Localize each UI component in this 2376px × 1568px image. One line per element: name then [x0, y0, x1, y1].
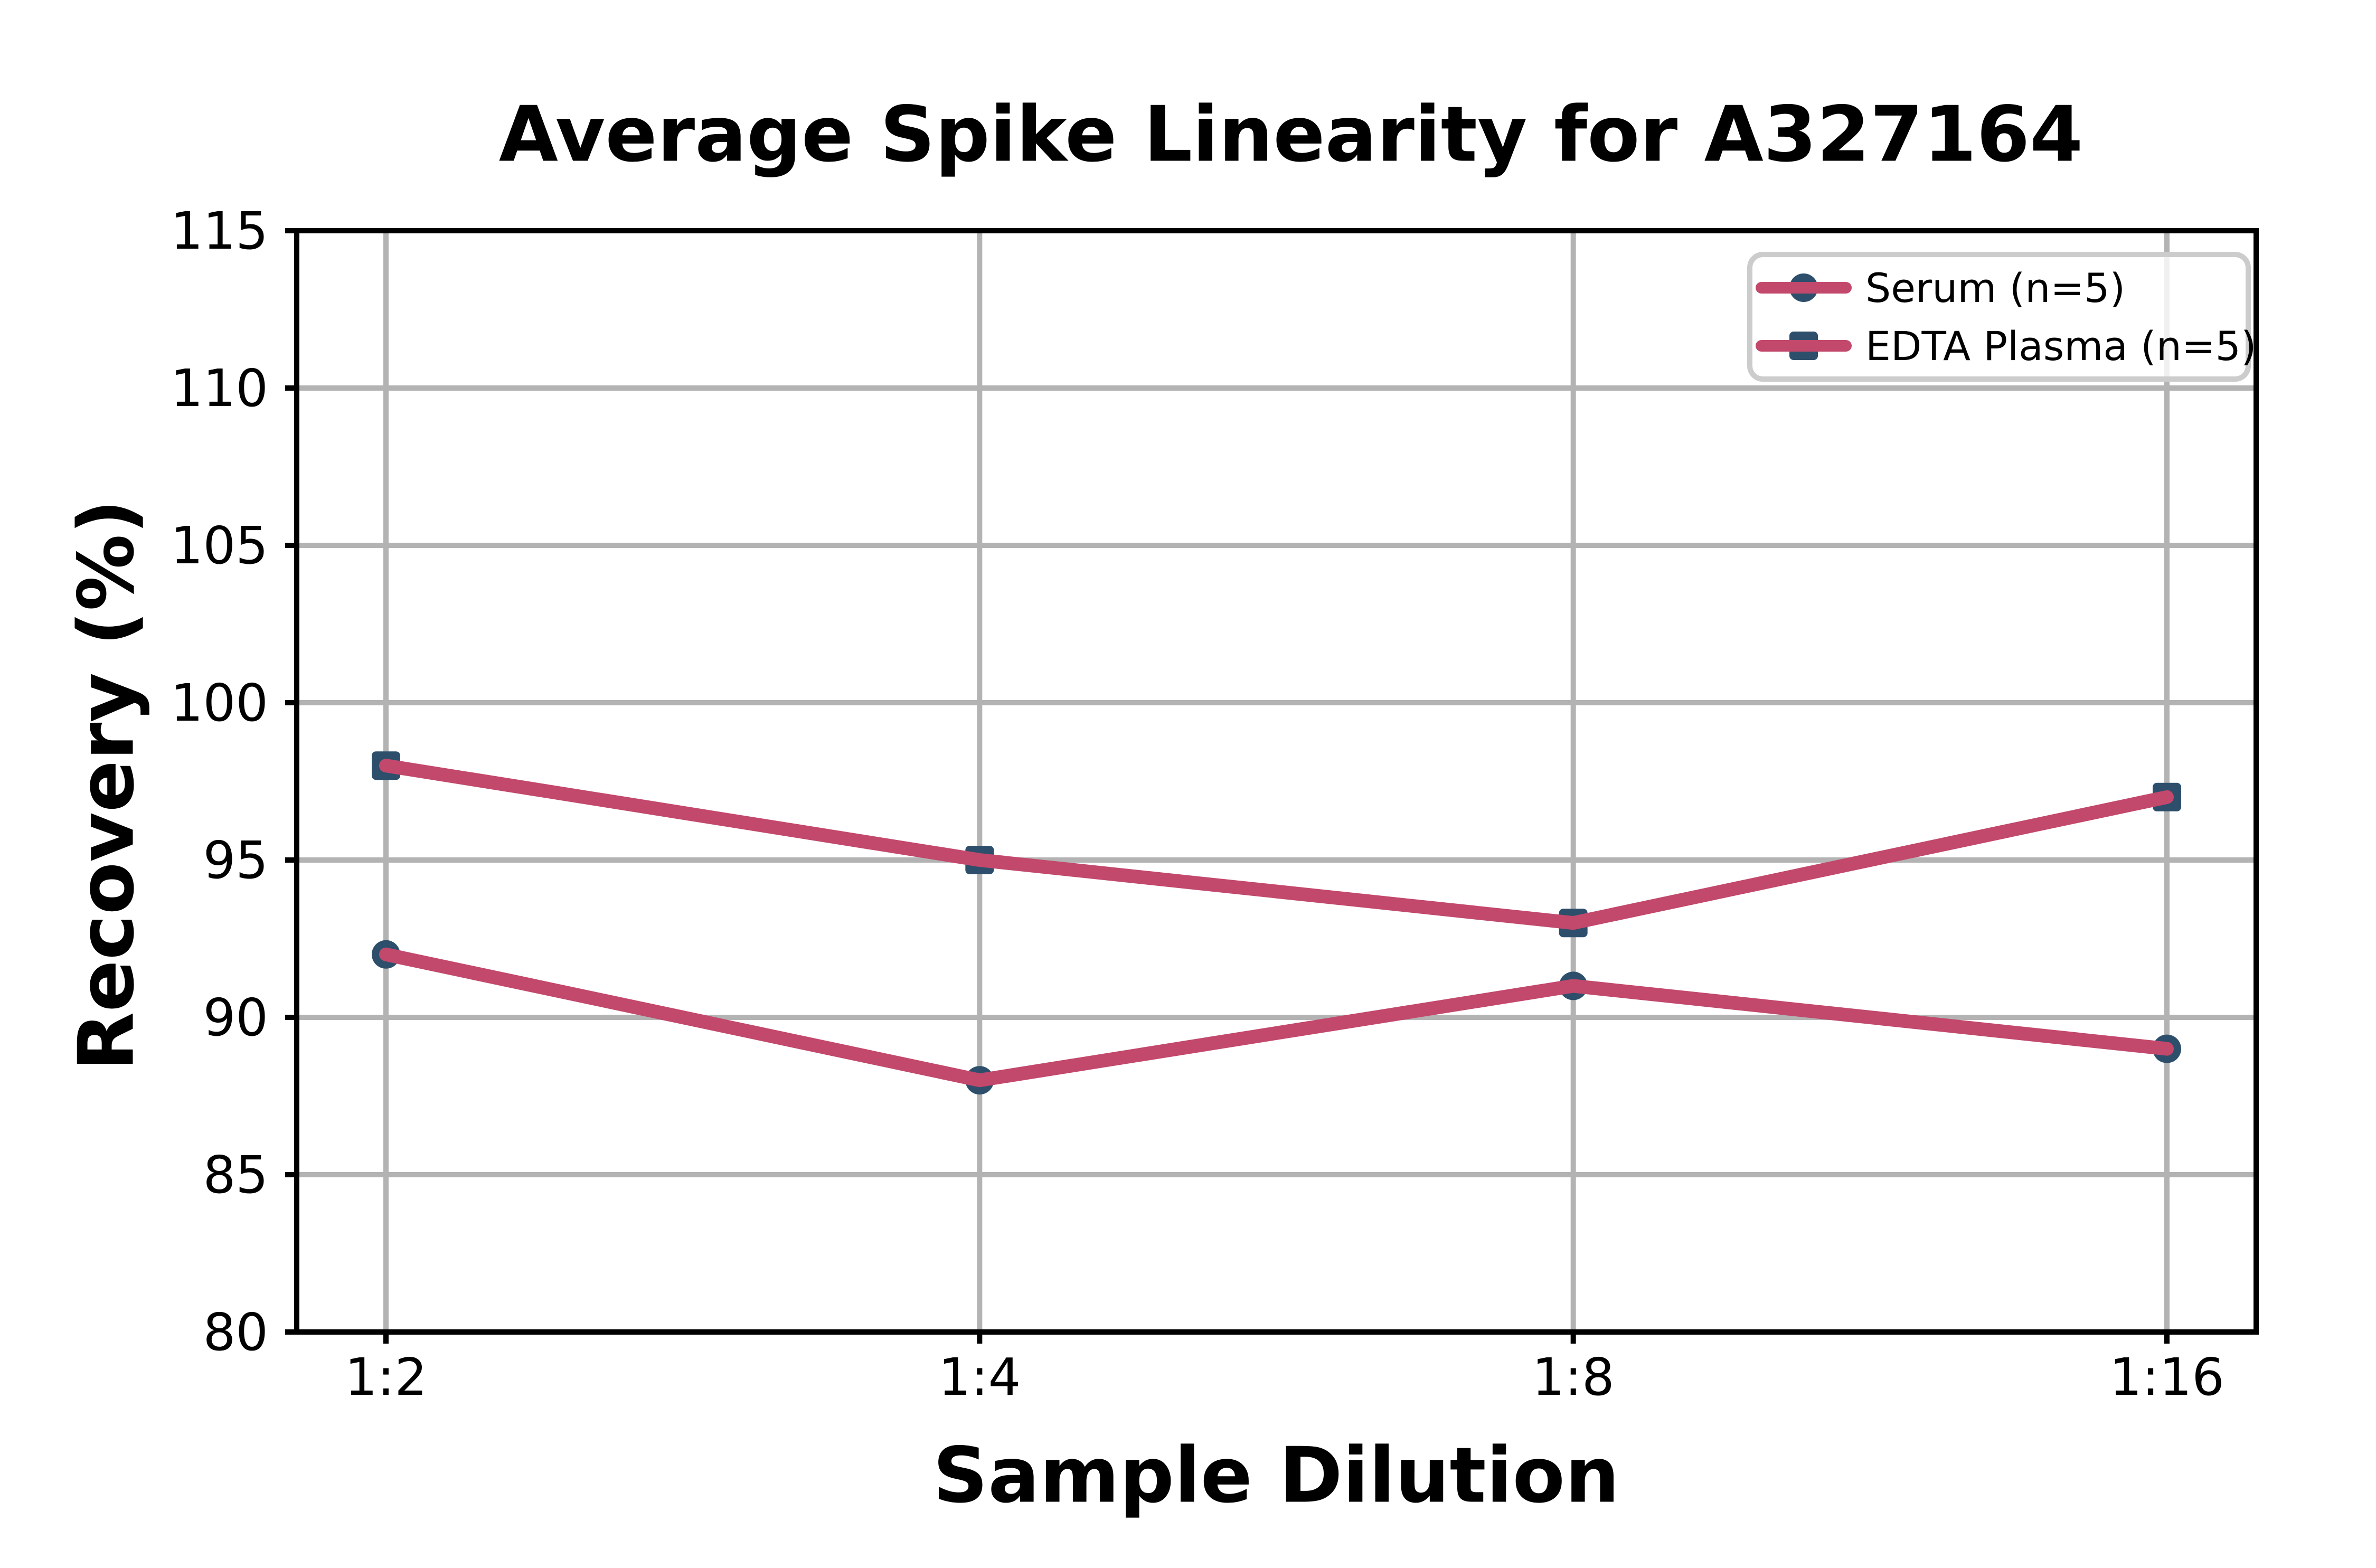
y-tick-label: 90: [203, 988, 268, 1047]
y-tick-label: 100: [171, 673, 268, 733]
y-tick-label: 105: [171, 516, 268, 575]
chart-title: Average Spike Linearity for A327164: [498, 90, 2083, 180]
x-tick-label: 1:8: [1532, 1347, 1615, 1407]
x-axis-label: Sample Dilution: [932, 1431, 1620, 1520]
y-tick-label: 110: [171, 358, 268, 418]
series-line: [379, 947, 2174, 1088]
legend-box: [1747, 252, 2251, 382]
x-tick-label: 1:4: [938, 1347, 1021, 1407]
x-tick-label: 1:16: [2109, 1347, 2224, 1407]
legend-label: Serum (n=5): [1865, 265, 2125, 311]
x-tick-label: 1:2: [345, 1347, 427, 1407]
legend-label: EDTA Plasma (n=5): [1865, 323, 2257, 370]
plot-frame: [294, 228, 2259, 1335]
y-tick-label: 95: [203, 830, 268, 890]
y-tick-label: 80: [203, 1302, 268, 1362]
series-line: [379, 759, 2174, 930]
y-tick-label: 115: [171, 201, 268, 261]
y-tick-label: 85: [203, 1145, 268, 1205]
